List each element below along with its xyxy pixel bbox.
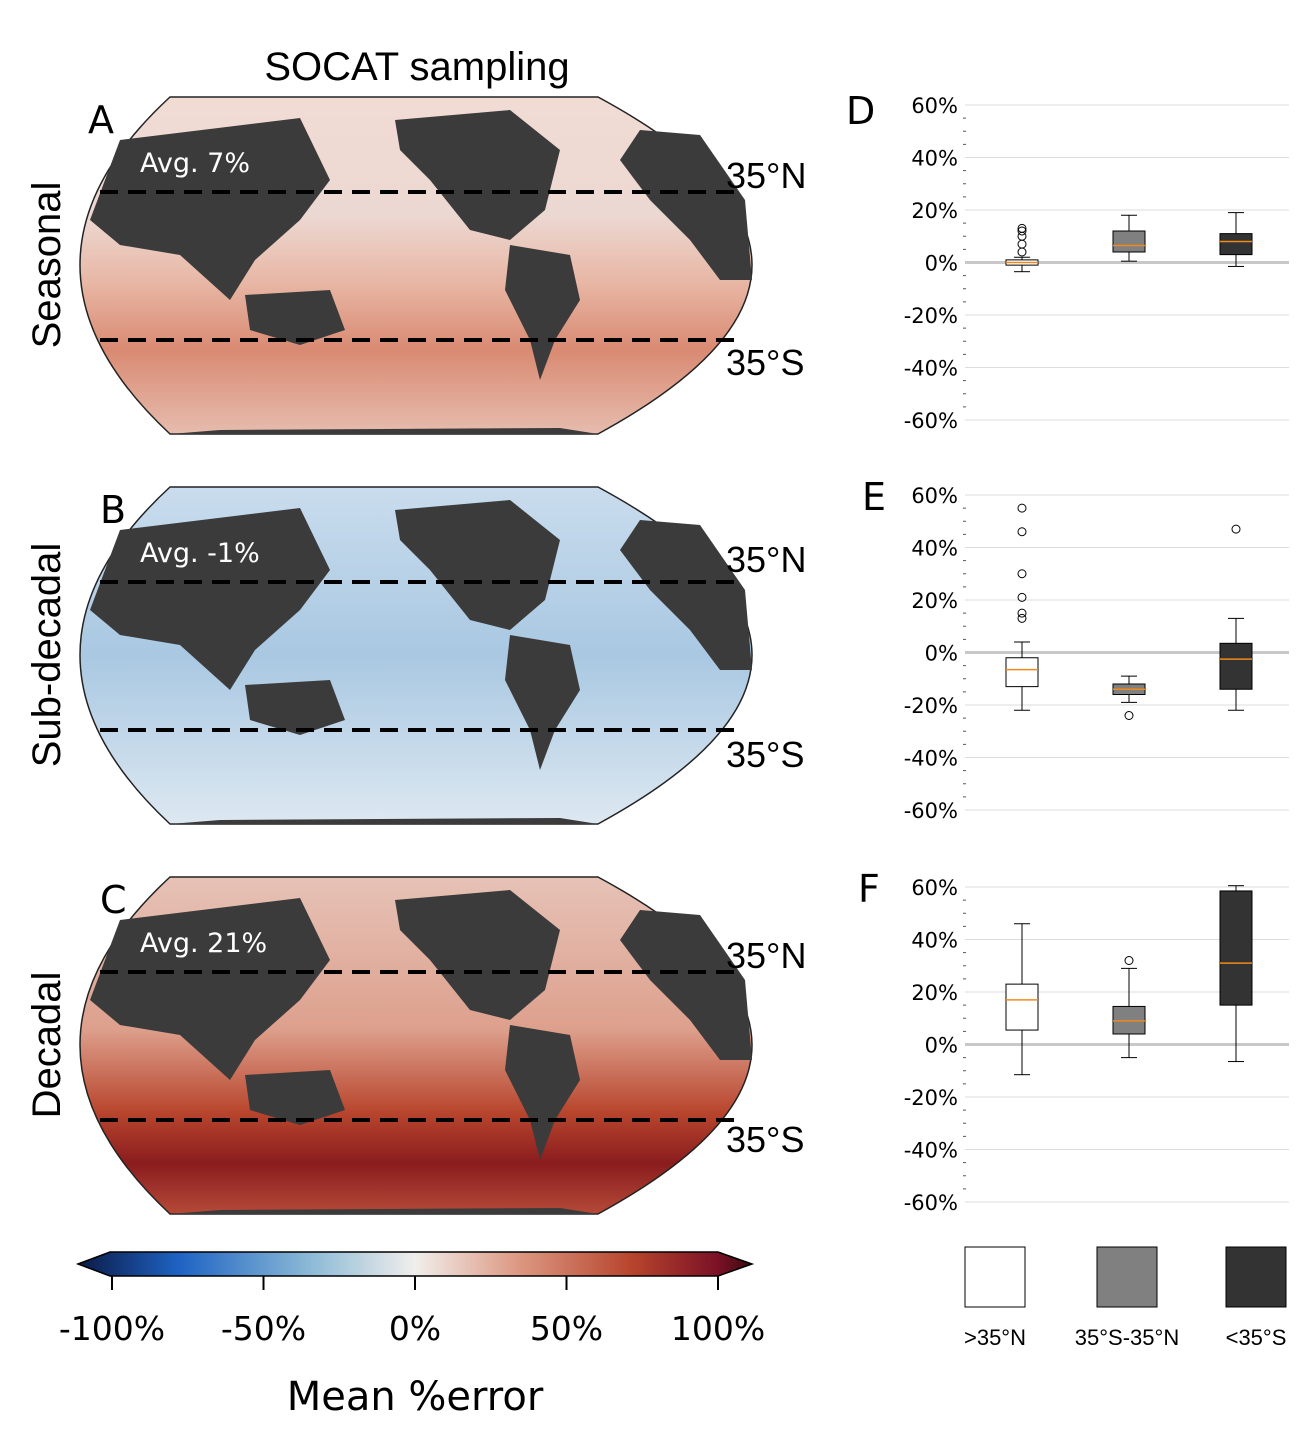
- colorbar: -100% -50% 0% 50% 100% Mean %error: [59, 1251, 765, 1420]
- y-tick-label: -40%: [904, 357, 958, 381]
- avg-annotation: Avg. -1%: [140, 538, 260, 569]
- row-label-decadal: Decadal: [25, 972, 69, 1119]
- box-2: [1112, 214, 1146, 262]
- flier-point: [1017, 247, 1027, 257]
- legend-swatch: [1225, 1246, 1287, 1308]
- box-3: [1219, 885, 1253, 1063]
- box-iqr: [1219, 890, 1253, 1006]
- legend-label: <35°S: [1226, 1325, 1287, 1350]
- colorbar-tick-label: 0%: [389, 1309, 441, 1348]
- row-label-subdecadal: Sub-decadal: [25, 543, 69, 768]
- box-iqr: [1219, 642, 1253, 690]
- box-1: [1005, 503, 1039, 711]
- map-panel-seasonal: A Seasonal Avg. 7% 35°N 35°S: [25, 96, 806, 435]
- y-tick-label: -60%: [904, 409, 958, 433]
- panel-label-d: D: [846, 89, 875, 133]
- y-tick-label: 20%: [911, 981, 958, 1005]
- y-tick-label: -40%: [904, 747, 958, 771]
- colorbar-label: Mean %error: [287, 1374, 544, 1420]
- legend-swatch: [1096, 1246, 1158, 1308]
- lat-label-south: 35°S: [726, 342, 804, 383]
- boxplot-panel-d: D 60% 40% 20% 0% -20% -40% -60%: [846, 89, 1289, 433]
- row-label-seasonal: Seasonal: [25, 182, 69, 349]
- y-tick-label: 60%: [911, 876, 958, 900]
- lat-label-south: 35°S: [726, 734, 804, 775]
- box-2: [1112, 675, 1146, 720]
- flier-point: [1124, 956, 1134, 965]
- y-tick-label: 40%: [911, 537, 958, 561]
- box-3: [1219, 212, 1253, 267]
- y-tick-label: -60%: [904, 799, 958, 823]
- flier-point: [1017, 527, 1027, 537]
- y-tick-label: -20%: [904, 304, 958, 328]
- flier-point: [1017, 239, 1027, 249]
- colorbar-tick-label: 50%: [530, 1309, 603, 1348]
- avg-annotation: Avg. 21%: [140, 928, 267, 959]
- panel-label-f: F: [858, 867, 880, 911]
- y-tick-label: 60%: [911, 484, 958, 508]
- colorbar-tick-label: -50%: [221, 1309, 306, 1348]
- flier-point: [1017, 223, 1027, 233]
- flier-point: [1017, 613, 1027, 623]
- lat-label-north: 35°N: [726, 935, 806, 976]
- lat-label-south: 35°S: [726, 1119, 804, 1160]
- boxplot-panel-e: E 60% 40% 20% 0% -20% -40% -60%: [862, 475, 1289, 823]
- y-tick-label: 20%: [911, 199, 958, 223]
- map-panel-subdecadal: B Sub-decadal Avg. -1% 35°N 35°S: [25, 486, 806, 825]
- y-tick-label: -20%: [904, 1086, 958, 1110]
- flier-point: [1017, 226, 1027, 236]
- panel-label-b: B: [100, 488, 126, 532]
- boxplot-panel-f: F 60% 40% 20% 0% -20% -40% -60%: [858, 867, 1289, 1215]
- land-masses: [90, 890, 752, 1214]
- land-masses: [90, 110, 752, 434]
- box-3: [1219, 524, 1253, 711]
- box-1: [1005, 223, 1039, 273]
- flier-point: [1017, 569, 1027, 579]
- legend-swatch: [964, 1246, 1026, 1308]
- y-tick-label: 20%: [911, 589, 958, 613]
- box-iqr: [1005, 657, 1039, 688]
- lat-label-north: 35°N: [726, 155, 806, 196]
- figure-title: SOCAT sampling: [264, 45, 569, 89]
- y-tick-label: 40%: [911, 929, 958, 953]
- land-masses: [90, 500, 752, 824]
- lat-label-north: 35°N: [726, 539, 806, 580]
- legend: >35°N 35°S-35°N <35°S: [964, 1246, 1287, 1350]
- colorbar-tick-label: 100%: [671, 1309, 765, 1348]
- y-tick-label: 0%: [925, 1034, 958, 1058]
- panel-label-c: C: [100, 878, 127, 922]
- y-tick-label: 0%: [925, 642, 958, 666]
- box-iqr: [1005, 983, 1039, 1031]
- box-2: [1112, 956, 1146, 1059]
- y-tick-label: 60%: [911, 94, 958, 118]
- flier-point: [1017, 592, 1027, 602]
- flier-point: [1124, 711, 1134, 720]
- colorbar-gradient: [75, 1251, 755, 1277]
- panel-label-a: A: [88, 98, 114, 142]
- y-tick-label: -60%: [904, 1191, 958, 1215]
- colorbar-tick-label: -100%: [59, 1309, 165, 1348]
- box-1: [1005, 923, 1039, 1076]
- legend-label: 35°S-35°N: [1075, 1325, 1179, 1350]
- y-tick-label: 40%: [911, 147, 958, 171]
- colorbar-ticks: -100% -50% 0% 50% 100%: [59, 1276, 765, 1348]
- map-panel-decadal: C Decadal Avg. 21% 35°N 35°S: [25, 876, 806, 1215]
- avg-annotation: Avg. 7%: [140, 148, 250, 179]
- box-iqr: [1112, 230, 1146, 253]
- box-iqr: [1219, 233, 1253, 256]
- flier-point: [1017, 608, 1027, 618]
- flier-point: [1231, 524, 1241, 534]
- y-tick-label: -20%: [904, 694, 958, 718]
- legend-label: >35°N: [964, 1325, 1026, 1350]
- y-tick-label: 0%: [925, 252, 958, 276]
- flier-point: [1017, 503, 1027, 513]
- y-tick-label: -40%: [904, 1139, 958, 1163]
- panel-label-e: E: [862, 475, 886, 519]
